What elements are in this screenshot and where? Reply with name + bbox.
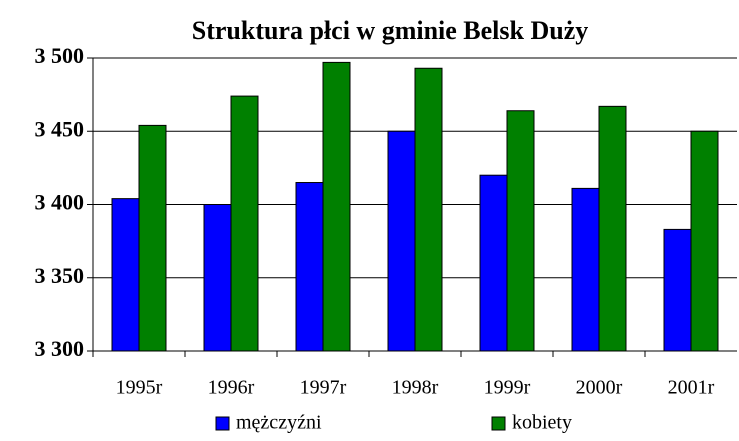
x-tick-label: 2000r xyxy=(576,377,623,399)
bar xyxy=(387,130,416,352)
legend-label: kobiety xyxy=(512,412,572,434)
x-tick-label: 1997r xyxy=(300,377,347,399)
bar xyxy=(479,174,508,352)
bar xyxy=(203,204,232,352)
x-tick-label: 2001r xyxy=(668,377,715,399)
bar xyxy=(138,124,167,352)
bar xyxy=(414,67,443,352)
bar xyxy=(571,187,600,352)
x-tick-label: 1999r xyxy=(484,377,531,399)
bar xyxy=(598,105,627,352)
y-tick-label: 3 350 xyxy=(35,263,85,288)
bar xyxy=(663,228,692,352)
y-tick-label: 3 400 xyxy=(35,190,85,215)
x-tick-label: 1998r xyxy=(392,377,439,399)
y-tick-label: 3 450 xyxy=(35,116,85,141)
bar xyxy=(690,130,719,352)
bar xyxy=(111,198,140,352)
bar xyxy=(322,61,351,352)
legend-swatch xyxy=(215,416,230,431)
x-tick-label: 1995r xyxy=(116,377,163,399)
legend-swatch xyxy=(491,416,506,431)
y-tick-label: 3 500 xyxy=(35,43,85,68)
bar xyxy=(506,110,535,352)
x-tick-label: 1996r xyxy=(208,377,255,399)
bar xyxy=(230,95,259,352)
y-tick-label: 3 300 xyxy=(35,336,85,361)
legend-label: mężczyźni xyxy=(236,412,322,434)
chart-title: Struktura płci w gminie Belsk Duży xyxy=(192,16,589,45)
bar xyxy=(295,182,324,352)
